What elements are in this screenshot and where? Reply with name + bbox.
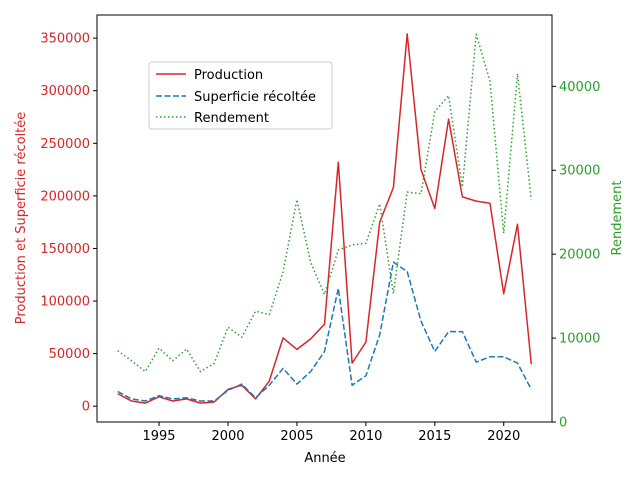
legend-label-superficie: Superficie récoltée — [194, 90, 316, 105]
y-right-tick-label: 10000 — [559, 332, 600, 347]
plot-frame — [96, 14, 553, 423]
axes-layer: 1995 2000 2005 2010 2015 20200500001000001500… — [40, 14, 600, 444]
y-left-tick-label: 200000 — [40, 189, 90, 204]
y-right-tick-label: 20000 — [559, 248, 600, 263]
y-left-tick-label: 100000 — [40, 295, 90, 310]
x-tick-label: 2015 — [418, 429, 451, 444]
y-right-tick-label: 40000 — [559, 80, 600, 95]
x-tick-label: 2000 — [211, 429, 244, 444]
x-tick-label: 2005 — [280, 429, 313, 444]
x-tick-label: 2010 — [349, 429, 382, 444]
y-right-tick-label: 0 — [559, 416, 567, 431]
x-tick-label: 2020 — [487, 429, 520, 444]
y-left-tick-label: 0 — [82, 400, 90, 415]
x-axis-label: Année — [304, 451, 345, 466]
y-left-tick-label: 250000 — [40, 137, 90, 152]
legend-label-production: Production — [194, 68, 263, 83]
y-axis-right-label: Rendement — [610, 181, 625, 256]
y-left-tick-label: 50000 — [49, 347, 90, 362]
y-right-tick-label: 30000 — [559, 164, 600, 179]
x-tick-label: 1995 — [142, 429, 175, 444]
y-left-tick-label: 150000 — [40, 242, 90, 257]
legend: Production Superficie récoltée Rendement — [148, 61, 333, 130]
plot-area — [117, 33, 533, 404]
series-line-0 — [117, 33, 533, 404]
y-left-tick-label: 350000 — [40, 32, 90, 47]
series-line-1 — [117, 261, 532, 402]
y-axis-left-label: Production et Superficie récoltée — [14, 112, 29, 325]
legend-box — [148, 61, 333, 130]
y-left-tick-label: 300000 — [40, 84, 90, 99]
legend-label-rendement: Rendement — [194, 111, 269, 126]
